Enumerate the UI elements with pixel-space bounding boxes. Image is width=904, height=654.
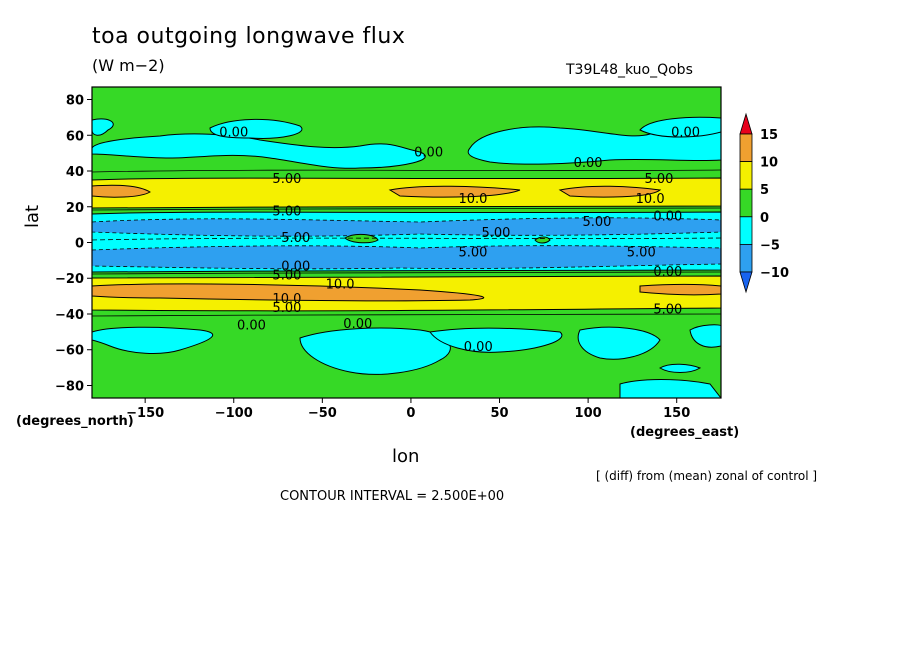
contour-label: 5.00: [645, 172, 674, 187]
x-tick-label: 50: [490, 406, 508, 421]
cyan-patch: [659, 363, 702, 373]
cyan-patch: [92, 133, 426, 169]
cyan-patch: [429, 327, 563, 353]
colorbar-bin: [739, 161, 753, 190]
colorbar-label: 0: [760, 211, 769, 226]
contour-label: 5.00: [482, 226, 511, 241]
contour-label: 0.00: [464, 340, 493, 355]
contour-label: 5.00: [272, 172, 301, 187]
contour-label: 0.00: [574, 156, 603, 171]
cyan-patch: [92, 326, 214, 354]
green-patch: [344, 233, 379, 244]
colorbar-bin: [739, 243, 753, 273]
orange-patch: [558, 185, 662, 198]
x-axis-label: lon: [392, 446, 420, 467]
contour-label: 10.0: [636, 192, 665, 207]
colorbar-label: 10: [760, 156, 778, 171]
y-tick-label: 40: [66, 165, 84, 180]
contour-label: 5.00: [627, 245, 656, 260]
contour-label: 0.00: [237, 319, 266, 334]
orange-patch: [388, 185, 521, 198]
contour-label: 10.0: [272, 292, 301, 307]
y-tick-label: −60: [55, 344, 84, 359]
x-tick-label: −50: [308, 406, 337, 421]
colorbar-bin: [739, 216, 753, 245]
x-tick-label: 100: [575, 406, 602, 421]
cyan-patch: [467, 117, 721, 165]
contour-label: 5.00: [653, 303, 682, 318]
contour-label: 0.00: [671, 126, 700, 141]
green-patch: [534, 236, 551, 244]
contour-label: 10.0: [458, 192, 487, 207]
cyan-patch: [577, 326, 661, 360]
units-label: (W m−2): [92, 56, 165, 75]
y-tick-label: 60: [66, 129, 84, 144]
y-tick-label: 0: [75, 237, 84, 252]
orange-patch: [92, 184, 151, 198]
y-unit-label: (degrees_north): [16, 414, 134, 429]
contour-interval: CONTOUR INTERVAL = 2.500E+00: [280, 489, 505, 504]
cyan-patch: [689, 324, 721, 348]
cyan-patch: [639, 116, 721, 138]
colorbar: 15 10 5 0 −5 −10: [739, 112, 789, 294]
orange-patch: [92, 283, 485, 302]
cyan-patch: [92, 118, 114, 136]
colorbar-bin: [739, 188, 753, 218]
contour-label: 10.0: [326, 278, 355, 293]
axes: −150 −100 −50 0 50 100 150 80 60 40 20 0 −20 −40 −60 −8…: [55, 94, 690, 421]
cyan-patch: [619, 379, 721, 398]
colorbar-label: 5: [760, 183, 769, 198]
contour-label: 5.00: [582, 215, 611, 230]
blue-patch: [92, 245, 721, 270]
colorbar-bin: [739, 133, 753, 163]
x-unit-label: (degrees_east): [630, 425, 740, 440]
blue-patch: [92, 217, 721, 237]
diff-note: [ (diff) from (mean) zonal of control ]: [596, 469, 818, 483]
y-tick-label: −40: [55, 308, 84, 323]
contour-label: 5.00: [272, 269, 301, 284]
contour-label: 5.00: [272, 301, 301, 316]
contour-label: 0.00: [414, 145, 443, 160]
orange-patch: [639, 284, 721, 296]
contour-label: 5.00: [458, 245, 487, 260]
contour-label: 0.00: [653, 210, 682, 225]
x-tick-label: −100: [215, 406, 253, 421]
cyan-patch: [209, 119, 303, 139]
contour-label: 0.00: [219, 126, 248, 141]
colorbar-bin: [739, 112, 753, 135]
contour-label: 0.00: [343, 317, 372, 332]
x-tick-label: −150: [126, 406, 164, 421]
colorbar-label: 15: [760, 128, 778, 143]
contour-label: 5.00: [281, 231, 310, 246]
contour-fields: [92, 87, 721, 398]
colorbar-bin: [739, 271, 753, 294]
contour-label: 5.00: [272, 204, 301, 219]
x-tick-label: 150: [663, 406, 690, 421]
colorbar-label: −10: [760, 266, 789, 281]
contour-label: 0.00: [653, 265, 682, 280]
y-tick-label: −20: [55, 272, 84, 287]
colorbar-label: −5: [760, 238, 780, 253]
y-tick-label: 20: [66, 201, 84, 216]
contour-label: 0.00: [281, 260, 310, 275]
cyan-patch: [299, 327, 451, 375]
chart-title: toa outgoing longwave flux: [92, 24, 406, 49]
run-label: T39L48_kuo_Qobs: [566, 62, 693, 78]
y-tick-label: 80: [66, 94, 84, 109]
x-tick-label: 0: [406, 406, 415, 421]
y-tick-label: −80: [55, 379, 84, 394]
